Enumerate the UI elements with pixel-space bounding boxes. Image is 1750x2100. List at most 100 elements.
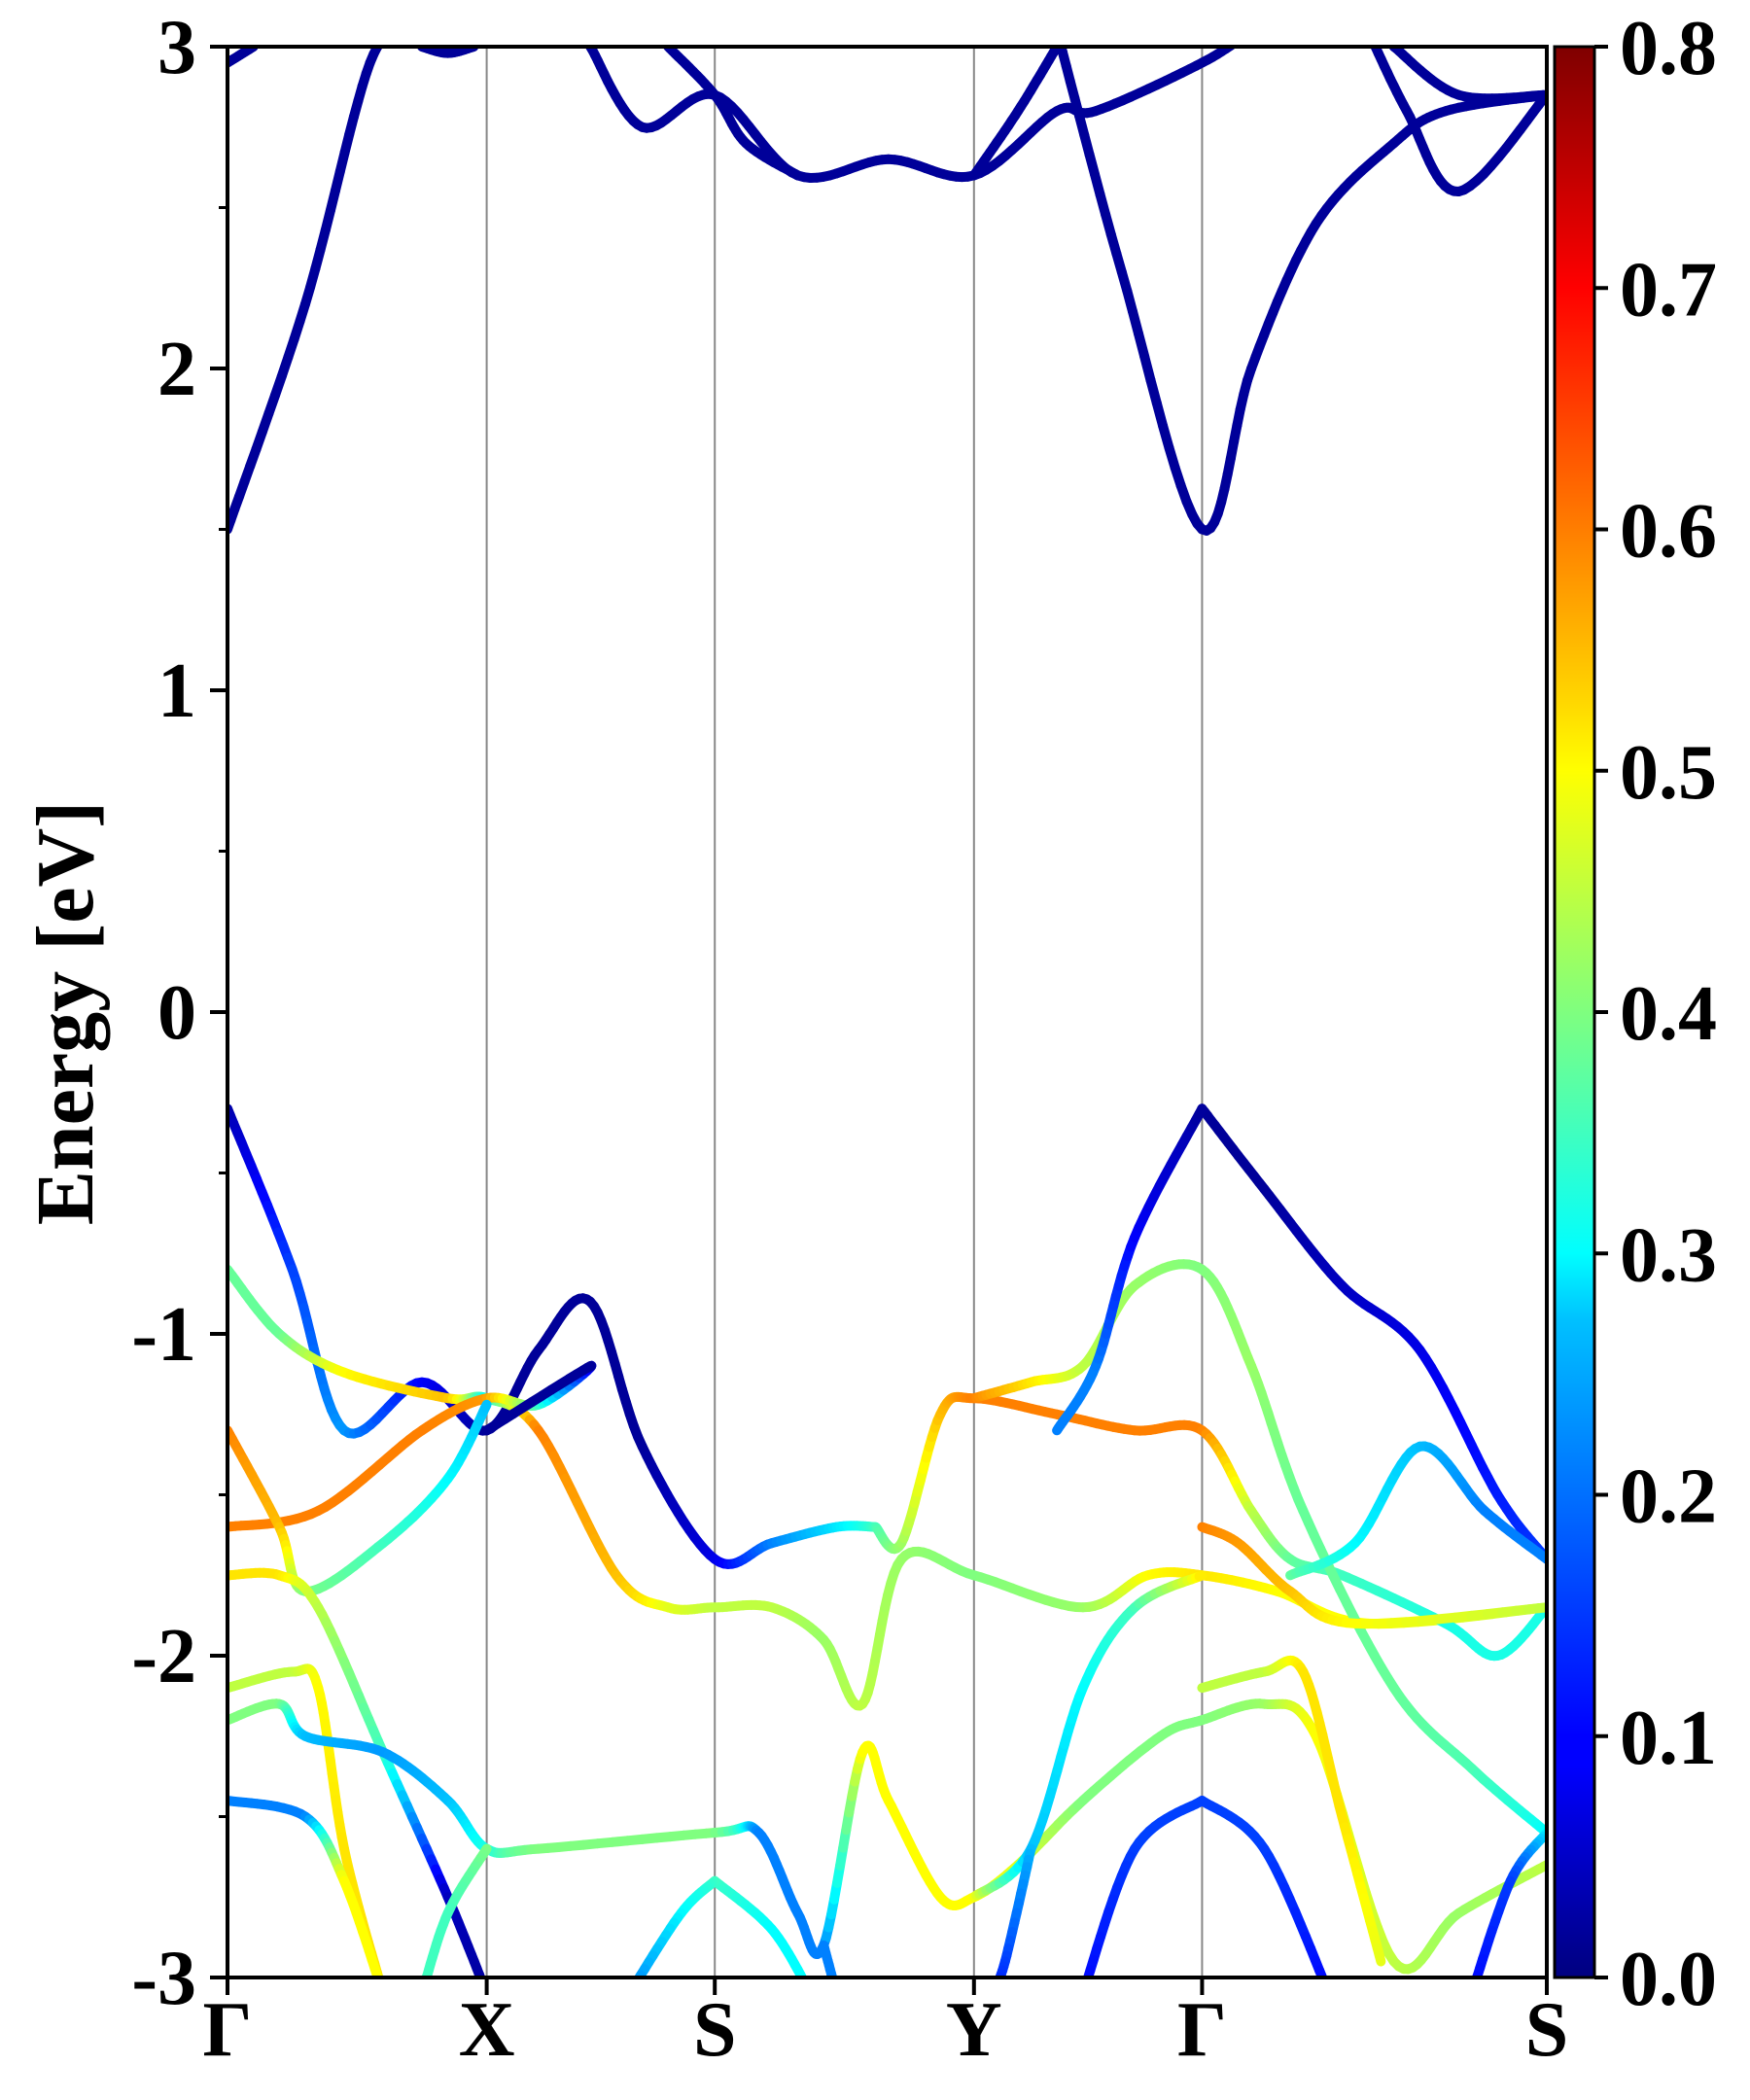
band-6 (968, 47, 1063, 181)
band-segment (388, 33, 391, 35)
band-segment (1370, 34, 1372, 38)
colorbar-tick-label: 0.3 (1620, 1212, 1717, 1298)
band-11 (228, 1360, 597, 1532)
x-tick-label: Y (946, 1987, 1002, 2073)
x-tick-label: S (693, 1987, 737, 2073)
band-segment (391, 32, 394, 33)
band-segment (384, 35, 387, 38)
y-tick-label: 1 (158, 648, 196, 734)
band-13 (228, 1567, 486, 1978)
band-segment (381, 1988, 383, 1994)
band-segment (1314, 1965, 1328, 1978)
y-tick-label: 2 (158, 327, 196, 412)
band-segment (480, 1399, 492, 1413)
band-segment (997, 1984, 998, 1986)
band-segment (375, 1976, 383, 1978)
colorbar-tick-label: 0.4 (1620, 971, 1717, 1057)
plot-frame (226, 45, 1549, 1979)
band-10 (228, 1264, 1547, 1711)
band-segment (1374, 1950, 1386, 1967)
band-19 (1197, 1522, 1547, 1629)
band-segment (1371, 47, 1377, 48)
band-segment (381, 1989, 383, 1994)
band-segment (1326, 1987, 1329, 1993)
y-tick-label: -1 (131, 1292, 196, 1378)
energy-bands (228, 31, 1547, 1994)
x-tick-label: Γ (1177, 1987, 1227, 2073)
band-segment (835, 1989, 836, 1992)
band-17 (1052, 1103, 1208, 1436)
band-4 (663, 47, 803, 181)
x-tick-label: X (459, 1987, 515, 2073)
colorbar: 0.8 0.7 0.6 0.5 0.4 0.3 0.2 0.1 0.0 (1553, 6, 1717, 2022)
band-segment (805, 1983, 807, 1987)
y-axis-ticks: 3 2 1 0 -1 -2 -3 (131, 5, 228, 2021)
colorbar-tick-label: 0.0 (1620, 1937, 1717, 2022)
band-segment (481, 1422, 497, 1436)
band-segment (807, 1987, 809, 1990)
band-1 (228, 47, 259, 68)
y-tick-label: -3 (131, 1936, 196, 2021)
band-segment (995, 1975, 1003, 1978)
band-0 (228, 31, 397, 535)
band-segment (790, 169, 803, 181)
colorbar-tick-label: 0.5 (1620, 730, 1717, 816)
band-segment (394, 31, 397, 32)
band-16 (1197, 1103, 1547, 1564)
band-23 (228, 1796, 383, 1994)
band-18 (1285, 1441, 1547, 1581)
band-31 (1471, 1828, 1547, 1994)
band-segment (1229, 47, 1238, 49)
x-tick-label: Γ (203, 1987, 253, 2073)
colorbar-tick-label: 0.2 (1620, 1454, 1717, 1540)
band-segment (1473, 1983, 1475, 1989)
band-segment (1247, 32, 1249, 34)
band-segment (1318, 1975, 1328, 1978)
band-segment (809, 1991, 811, 1994)
band-3 (585, 31, 1251, 183)
band-segment (1242, 35, 1245, 37)
band-segment (834, 1985, 835, 1988)
colorbar-gradient (1553, 45, 1596, 1979)
band-segment (1240, 37, 1242, 39)
band-28 (1082, 1796, 1208, 1993)
colorbar-tick-label: 0.7 (1620, 247, 1717, 332)
x-tick-label: S (1525, 1987, 1569, 2073)
band-segment (836, 1991, 837, 1993)
band-27 (1197, 1796, 1329, 1993)
band-segment (1083, 1987, 1085, 1993)
y-axis-label: Energy [eV] (20, 801, 111, 1225)
band-segment (381, 37, 385, 41)
band-segment (1249, 31, 1251, 32)
band-segment (1083, 1975, 1092, 1978)
band-32 (819, 1940, 838, 1993)
band-segment (1472, 1989, 1474, 1994)
band-segment (422, 1990, 423, 1993)
band-29 (968, 1570, 1208, 1903)
band-5 (1056, 31, 1547, 536)
band-segment (1237, 39, 1240, 41)
band-segment (1245, 33, 1247, 35)
band-segment (631, 1986, 634, 1991)
band-26 (1197, 1655, 1386, 1967)
band-segment (1057, 31, 1060, 41)
band-segment (423, 1986, 424, 1990)
band-segment (798, 1975, 808, 1978)
band-segment (477, 1975, 486, 1978)
band-segment (1194, 1570, 1208, 1582)
band-25 (629, 1875, 720, 1993)
band-8 (1388, 47, 1547, 104)
band-9 (228, 1103, 881, 1569)
band-segment (1368, 31, 1370, 34)
colorbar-tick-label: 0.6 (1620, 489, 1717, 575)
band-20 (228, 1663, 384, 1994)
band-7 (1368, 31, 1547, 196)
band-24 (710, 1875, 811, 1994)
band-segment (831, 1977, 836, 1978)
band-segment (633, 1976, 642, 1978)
y-tick-label: 0 (158, 970, 196, 1056)
band-segment (629, 1990, 631, 1993)
colorbar-tick-label: 0.1 (1620, 1696, 1717, 1781)
band-segment (379, 1983, 381, 1989)
